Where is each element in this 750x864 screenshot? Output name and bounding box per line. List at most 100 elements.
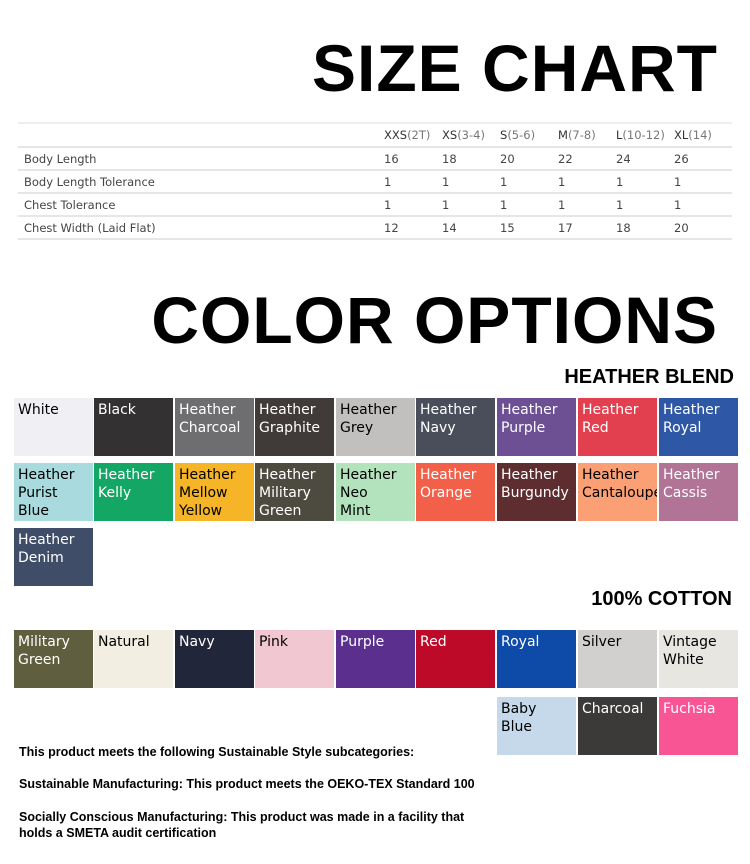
table-cell: 16 xyxy=(384,147,442,171)
color-swatch[interactable]: Heather Cassis xyxy=(659,463,738,521)
table-row: Body Length 16 18 20 22 24 26 xyxy=(18,147,732,171)
table-cell: 1 xyxy=(384,170,442,194)
color-swatch[interactable]: Natural xyxy=(94,630,173,688)
color-swatch[interactable]: Heather Orange xyxy=(416,463,495,521)
sustain-manufacturing: Sustainable Manufacturing: This product … xyxy=(19,777,475,791)
swatch-label: Military Green xyxy=(18,634,70,668)
swatch-label: Heather Neo Mint xyxy=(340,467,397,519)
color-swatch[interactable]: Heather Cantaloupe xyxy=(578,463,657,521)
color-swatch[interactable]: Heather Kelly xyxy=(94,463,173,521)
color-swatch[interactable]: Heather Royal xyxy=(659,398,738,456)
color-swatch[interactable]: Heather Purple xyxy=(497,398,576,456)
swatch-label: Heather Charcoal xyxy=(179,402,241,436)
size-header: XL(14) xyxy=(674,123,732,148)
color-swatch[interactable]: White xyxy=(14,398,93,456)
swatch-label: Heather Red xyxy=(582,402,639,436)
table-cell: 1 xyxy=(674,193,732,217)
swatch-label: Red xyxy=(420,634,447,650)
color-swatch[interactable]: Heather Graphite xyxy=(255,398,334,456)
swatch-label: Heather Cassis xyxy=(663,467,720,501)
size-header: L(10-12) xyxy=(616,123,674,148)
swatch-label: Heather Grey xyxy=(340,402,397,436)
swatch-label: Heather Navy xyxy=(420,402,477,436)
color-swatch[interactable]: Heather Mellow Yellow xyxy=(175,463,254,521)
color-swatch[interactable]: Royal xyxy=(497,630,576,688)
table-cell: 20 xyxy=(674,216,732,240)
color-swatch[interactable]: Pink xyxy=(255,630,334,688)
color-swatch[interactable]: Heather Neo Mint xyxy=(336,463,415,521)
swatch-label: Purple xyxy=(340,634,385,650)
size-chart-title: SIZE CHART xyxy=(312,31,718,105)
color-swatch[interactable]: Charcoal xyxy=(578,697,657,755)
color-swatch[interactable]: Heather Purist Blue xyxy=(14,463,93,521)
swatch-label: Heather Burgundy xyxy=(501,467,569,501)
color-swatch[interactable]: Heather Denim xyxy=(14,528,93,586)
color-swatch[interactable]: Military Green xyxy=(14,630,93,688)
swatch-label: Heather Purple xyxy=(501,402,558,436)
row-label: Body Length Tolerance xyxy=(18,170,384,194)
color-swatch[interactable]: Navy xyxy=(175,630,254,688)
swatch-label: Heather Denim xyxy=(18,532,75,566)
table-cell: 1 xyxy=(616,170,674,194)
swatch-label: White xyxy=(18,402,59,418)
table-cell: 26 xyxy=(674,147,732,171)
table-cell: 15 xyxy=(500,216,558,240)
color-swatch[interactable]: Purple xyxy=(336,630,415,688)
cotton-heading: 100% COTTON xyxy=(591,588,732,610)
color-swatch[interactable]: Heather Burgundy xyxy=(497,463,576,521)
color-swatch[interactable]: Red xyxy=(416,630,495,688)
color-swatch[interactable]: Heather Grey xyxy=(336,398,415,456)
color-swatch[interactable]: Black xyxy=(94,398,173,456)
swatch-label: Vintage White xyxy=(663,634,717,668)
size-header: XS(3-4) xyxy=(442,123,500,148)
swatch-label: Heather Military Green xyxy=(259,467,316,519)
swatch-label: Heather Kelly xyxy=(98,467,155,501)
color-swatch[interactable]: Fuchsia xyxy=(659,697,738,755)
color-swatch[interactable]: Heather Red xyxy=(578,398,657,456)
table-cell: 18 xyxy=(616,216,674,240)
swatch-label: Royal xyxy=(501,634,540,650)
size-header: M(7-8) xyxy=(558,123,616,148)
size-header: S(5-6) xyxy=(500,123,558,148)
table-cell: 22 xyxy=(558,147,616,171)
table-cell: 1 xyxy=(384,193,442,217)
row-label: Chest Tolerance xyxy=(18,193,384,217)
color-swatch[interactable]: Heather Military Green xyxy=(255,463,334,521)
table-row: Body Length Tolerance 1 1 1 1 1 1 xyxy=(18,170,732,194)
swatch-label: Navy xyxy=(179,634,215,650)
swatch-label: Pink xyxy=(259,634,289,650)
sustain-intro: This product meets the following Sustain… xyxy=(19,745,415,759)
table-row: Chest Tolerance 1 1 1 1 1 1 xyxy=(18,193,732,217)
color-swatch[interactable]: Heather Navy xyxy=(416,398,495,456)
swatch-label: Baby Blue xyxy=(501,701,537,735)
color-swatch[interactable]: Vintage White xyxy=(659,630,738,688)
color-swatch[interactable]: Baby Blue xyxy=(497,697,576,755)
color-swatch[interactable]: Heather Charcoal xyxy=(175,398,254,456)
swatch-label: Heather Cantaloupe xyxy=(582,467,657,501)
sustain-social-1: Socially Conscious Manufacturing: This p… xyxy=(19,810,465,824)
table-row: Chest Width (Laid Flat) 12 14 15 17 18 20 xyxy=(18,216,732,240)
heather-blend-heading: HEATHER BLEND xyxy=(564,366,734,388)
swatch-label: Fuchsia xyxy=(663,701,716,717)
table-cell: 1 xyxy=(442,170,500,194)
size-table: XXS(2T) XS(3-4) S(5-6) M(7-8) L(10-12) XL(14)… xyxy=(18,122,732,240)
table-cell: 18 xyxy=(442,147,500,171)
swatch-label: Heather Mellow Yellow xyxy=(179,467,236,519)
swatch-label: Heather Graphite xyxy=(259,402,320,436)
swatch-label: Heather Orange xyxy=(420,467,477,501)
table-cell: 14 xyxy=(442,216,500,240)
swatch-label: Heather Purist Blue xyxy=(18,467,75,519)
swatch-label: Natural xyxy=(98,634,150,650)
table-cell: 1 xyxy=(616,193,674,217)
table-cell: 1 xyxy=(500,193,558,217)
table-cell: 12 xyxy=(384,216,442,240)
table-cell: 1 xyxy=(558,193,616,217)
header-blank xyxy=(18,123,384,148)
swatch-label: Charcoal xyxy=(582,701,644,717)
table-cell: 1 xyxy=(674,170,732,194)
sustain-social-2: holds a SMETA audit certification xyxy=(19,826,217,840)
table-cell: 1 xyxy=(500,170,558,194)
table-cell: 1 xyxy=(442,193,500,217)
color-swatch[interactable]: Silver xyxy=(578,630,657,688)
table-cell: 1 xyxy=(558,170,616,194)
